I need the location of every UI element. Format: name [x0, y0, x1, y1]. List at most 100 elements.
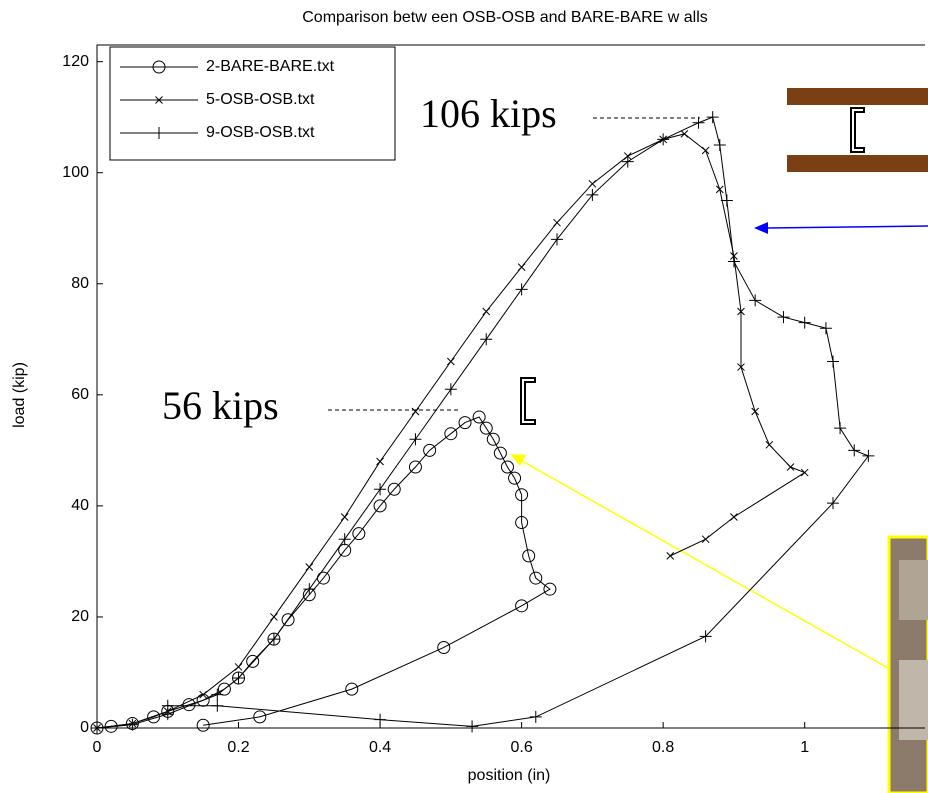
- marker: [515, 516, 529, 530]
- legend-marker: [153, 127, 165, 139]
- marker: [126, 718, 139, 731]
- legend-marker: [152, 60, 166, 74]
- annotation: 106 kips: [420, 91, 557, 136]
- y-tick-label: 100: [62, 164, 89, 181]
- marker: [374, 483, 387, 496]
- marker: [234, 663, 243, 671]
- marker: [444, 383, 457, 396]
- marker: [680, 129, 689, 138]
- marker: [458, 416, 472, 430]
- marker: [446, 357, 455, 366]
- arrow: [521, 460, 889, 669]
- y-tick-label: 40: [71, 497, 89, 514]
- marker: [217, 682, 231, 696]
- marker: [515, 283, 528, 296]
- marker: [437, 640, 451, 654]
- marker: [345, 682, 359, 696]
- marker: [730, 513, 738, 521]
- marker: [715, 185, 724, 194]
- legend-marker: [155, 96, 163, 104]
- arrow-head: [510, 454, 526, 466]
- photo-detail: [899, 660, 928, 740]
- series-line: [96, 133, 806, 729]
- marker: [303, 583, 316, 596]
- x-tick-label: 1: [800, 739, 809, 756]
- x-tick-label: 0.2: [227, 739, 249, 756]
- legend-box: [109, 46, 396, 161]
- marker: [827, 497, 839, 510]
- y-tick-label: 20: [71, 608, 89, 625]
- marker: [692, 116, 705, 129]
- marker: [409, 433, 422, 446]
- marker: [713, 138, 726, 151]
- marker: [701, 146, 710, 155]
- marker: [232, 672, 245, 685]
- marker: [657, 133, 670, 146]
- marker: [621, 155, 634, 168]
- y-tick-label: 80: [71, 275, 89, 292]
- marker: [777, 311, 790, 324]
- c-section-icon: [850, 107, 865, 153]
- marker: [211, 688, 224, 701]
- x-tick-label: 0.8: [652, 739, 674, 756]
- marker: [765, 440, 774, 449]
- marker: [819, 322, 832, 335]
- marker: [543, 582, 557, 596]
- marker: [720, 194, 733, 207]
- marker: [411, 407, 420, 416]
- marker: [666, 552, 675, 560]
- legend-label: 2-BARE-BARE.txt: [206, 58, 335, 75]
- x-tick-label: 0.4: [369, 739, 391, 756]
- marker: [786, 463, 795, 471]
- marker: [798, 316, 811, 329]
- marker: [199, 690, 208, 699]
- x-tick-label: 0: [93, 739, 102, 756]
- marker: [553, 218, 561, 227]
- marker: [91, 722, 103, 734]
- marker: [749, 294, 762, 307]
- marker: [246, 654, 260, 668]
- marker: [706, 111, 719, 124]
- marker: [551, 233, 563, 246]
- marker: [281, 613, 295, 627]
- marker: [737, 307, 745, 316]
- marker: [340, 513, 349, 521]
- marker: [408, 460, 422, 474]
- marker: [848, 444, 861, 457]
- marker: [466, 720, 479, 733]
- marker: [827, 355, 839, 368]
- flange-bottom: [787, 155, 928, 172]
- x-tick-label: 0.6: [510, 739, 532, 756]
- marker: [270, 613, 278, 621]
- marker: [515, 599, 529, 613]
- marker: [699, 630, 712, 643]
- marker: [305, 563, 314, 571]
- marker: [751, 407, 760, 416]
- marker: [727, 255, 740, 268]
- marker: [267, 633, 280, 646]
- marker: [500, 460, 514, 474]
- x-axis-label: position (in): [468, 767, 551, 784]
- y-axis-label: load (kip): [11, 362, 28, 428]
- marker: [800, 468, 809, 477]
- marker: [338, 533, 351, 546]
- legend-label: 5-OSB-OSB.txt: [206, 91, 315, 108]
- marker: [352, 527, 366, 541]
- arrow-head: [754, 222, 768, 234]
- marker: [586, 188, 599, 201]
- marker: [211, 699, 224, 712]
- legend-label: 9-OSB-OSB.txt: [206, 124, 315, 141]
- marker: [522, 549, 536, 563]
- annotation: 56 kips: [162, 383, 279, 428]
- marker: [529, 710, 542, 723]
- marker: [588, 179, 597, 188]
- c-section-icon: [520, 377, 536, 425]
- y-tick-label: 0: [80, 719, 89, 736]
- marker: [479, 421, 493, 435]
- marker: [480, 333, 493, 346]
- marker: [701, 535, 710, 544]
- marker: [253, 710, 267, 724]
- marker: [737, 363, 745, 371]
- marker: [529, 571, 543, 585]
- marker: [472, 410, 486, 424]
